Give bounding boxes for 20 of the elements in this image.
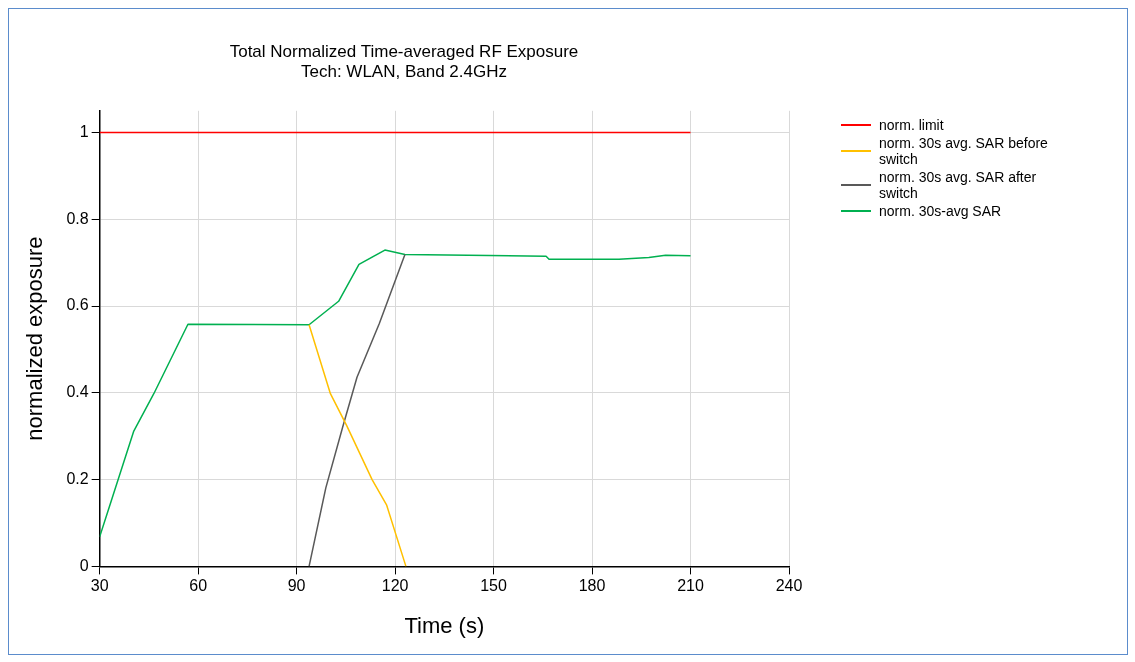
chart-subtitle: Tech: WLAN, Band 2.4GHz [301, 62, 507, 82]
x-tick-label: 30 [90, 577, 109, 595]
x-tick-label: 240 [775, 577, 803, 595]
legend-label: norm. 30s-avg SAR [879, 203, 1002, 219]
y-tick-label: 0.6 [66, 296, 89, 314]
y-tick-label: 0.2 [66, 470, 89, 488]
legend-label: norm. limit [879, 117, 944, 133]
y-tick-label: 1 [79, 122, 89, 140]
y-tick-label: 0.8 [66, 209, 89, 227]
y-tick-label: 0 [79, 556, 89, 574]
y-axis-title: normalized exposure [22, 236, 48, 441]
x-axis-title: Time (s) [404, 612, 485, 638]
x-tick-label: 120 [381, 577, 409, 595]
y-tick-label: 0.4 [66, 383, 89, 401]
x-tick-label: 210 [677, 577, 704, 595]
x-tick-label: 60 [189, 577, 208, 595]
x-tick-label: 90 [287, 577, 306, 595]
x-tick-label: 180 [578, 577, 606, 595]
chart-title: Total Normalized Time-averaged RF Exposure [229, 41, 579, 61]
x-tick-label: 150 [480, 577, 508, 595]
